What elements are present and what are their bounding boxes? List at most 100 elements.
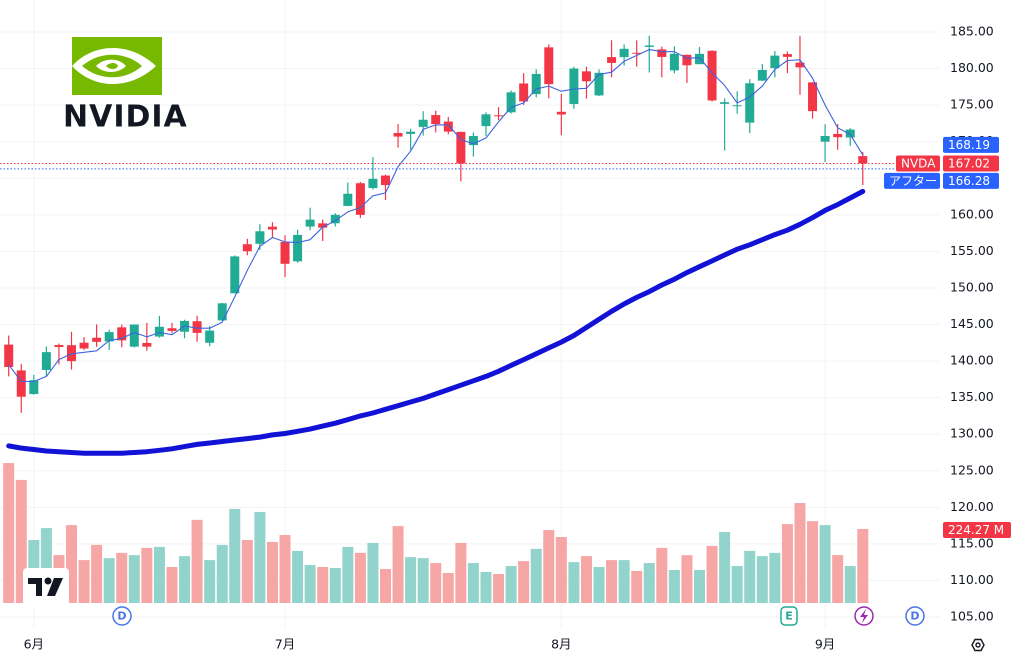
volume-bar [367,542,379,603]
grid-layer [0,0,940,628]
settings-center [975,642,981,648]
candle-body [808,82,818,112]
event-marker [780,606,798,626]
volume-bar [229,508,241,603]
volume-bar [505,566,517,603]
y-tick-label: 135.00 [950,389,994,404]
candle-body [54,345,64,348]
candle-body [531,73,541,95]
candle-body [481,114,491,127]
candle-body [16,370,26,397]
candle-body [368,178,378,189]
y-tick-label: 175.00 [950,97,994,112]
candle-body [129,324,139,347]
candle-body [167,328,177,331]
candle-body [707,50,717,101]
y-tick-label: 130.00 [950,426,994,441]
candle-body [267,226,277,230]
volume-bar [103,558,115,603]
candle-body [192,321,202,333]
volume-bar [15,479,27,603]
candle-body [833,133,843,138]
volume-bar [392,526,404,603]
y-tick-label: 105.00 [950,609,994,624]
candle-body [682,54,692,66]
volume-bar [78,560,90,603]
candle-body [695,53,704,65]
volume-bar [354,552,366,603]
ma-short-last-label: 168.19 [948,138,990,152]
candle-body [669,53,679,71]
event-marker [112,606,132,626]
x-tick-label: 9月 [815,637,835,652]
candle-body [92,337,102,342]
volume-bar [191,519,203,603]
volume-bar [568,562,580,603]
volume-layer [3,463,869,603]
candle-body [632,52,642,54]
candle-body [757,69,767,81]
settings-icon[interactable] [971,638,985,652]
volume-bar [442,572,454,603]
candle-body [230,256,240,294]
candle-body [770,55,780,69]
candle-body [4,344,14,367]
volume-bar [91,544,103,603]
badge-glyph [47,578,63,596]
volume-bar [116,552,128,603]
candle-body [556,111,566,115]
candle-body [217,303,227,321]
candle-body [293,234,303,262]
y-tick-label: 110.00 [950,572,994,587]
volume-bar [3,463,15,603]
volume-bar [279,535,291,603]
volume-bar [342,546,354,603]
volume-bar [631,570,643,603]
ma-short-last-label-bg [943,136,999,153]
candle-body [732,105,742,107]
volume-bar [681,555,693,603]
candle-body [456,131,466,164]
y-tick-label: 125.00 [950,462,994,477]
candle-body [330,214,340,224]
candle-body [406,131,416,134]
candle-body [41,352,51,370]
candle-body [343,193,353,206]
volume-bar [166,567,178,603]
volume-bar [794,503,806,603]
logo-eye-pupil [106,63,118,69]
candle-body [845,129,855,138]
y-tick-label: 185.00 [950,24,994,39]
candle-body [657,49,667,57]
badge-bg [23,568,69,608]
volume-bar [455,542,467,603]
candle-body [858,156,868,164]
y-tick-label: 150.00 [950,279,994,294]
badge-dot [44,577,52,585]
volume-bar [668,570,680,603]
symbol-label-bg [896,155,940,172]
volume-last-label: 224.27 M [948,523,1004,537]
moving-average-short [8,49,864,383]
volume-bar [656,547,668,603]
after-hours-label: 166.28 [948,174,990,188]
candle-body [795,62,805,68]
y-tick-label: 180.00 [950,60,994,75]
volume-bar [266,541,278,603]
event-label: D [910,610,919,623]
candle-body [494,115,504,117]
candle-body [29,380,39,395]
candle-body [318,223,328,228]
candle-body [154,326,164,337]
candle-body [242,244,252,252]
candle-body [607,57,617,63]
candle-body [381,175,390,186]
volume-bar [530,548,542,603]
volume-bar [518,561,530,603]
volume-bar [756,556,768,603]
candle-body [519,83,529,102]
volume-bar [380,569,391,603]
volume-bar [832,555,844,603]
after-hours-name-bg [884,172,940,189]
